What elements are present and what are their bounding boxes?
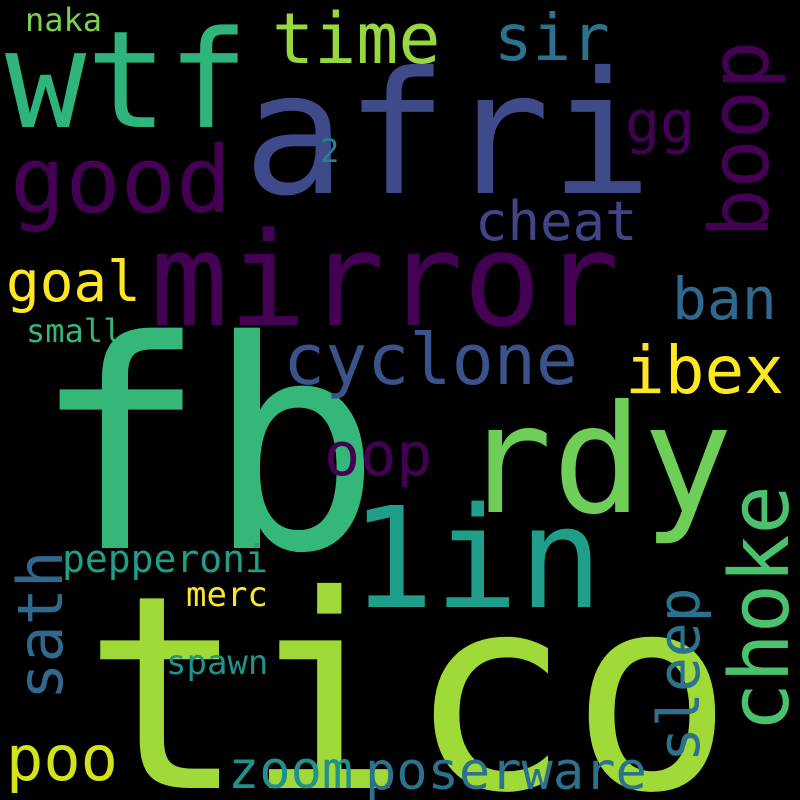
word-ban: ban: [672, 265, 777, 333]
word-goal: goal: [6, 250, 141, 315]
word-fb: fb: [32, 280, 382, 617]
word-ibex: ibex: [625, 332, 784, 409]
word-afri: afri: [243, 36, 653, 234]
word-zoom: zoom: [228, 741, 354, 800]
word-sir: sir: [494, 2, 610, 76]
word-boop: boop: [693, 40, 788, 238]
word-pepperoni: pepperoni: [62, 537, 268, 581]
word-tico: tico: [83, 537, 734, 800]
word-spawn: spawn: [166, 643, 269, 683]
word-wtf: wtf: [5, 2, 249, 159]
word-cheat: cheat: [475, 190, 638, 253]
word-rdy: rdy: [462, 374, 733, 548]
word-poserware: poserware: [365, 742, 647, 800]
word-naka: naka: [25, 1, 103, 39]
word-choke: choke: [713, 485, 800, 732]
word-1in: 1in: [350, 478, 603, 641]
word-good: good: [10, 127, 232, 234]
word-oop: oop: [324, 420, 433, 490]
word-gg: gg: [625, 88, 695, 156]
word-merc: merc: [186, 575, 268, 615]
word-mirror: mirror: [150, 204, 620, 356]
word-small: small: [26, 312, 123, 350]
word-poo: poo: [6, 722, 118, 795]
word-time: time: [272, 0, 441, 80]
word-sleep: sleep: [645, 587, 713, 762]
word-cyclone: cyclone: [283, 319, 579, 401]
word-2: 2: [320, 132, 340, 170]
